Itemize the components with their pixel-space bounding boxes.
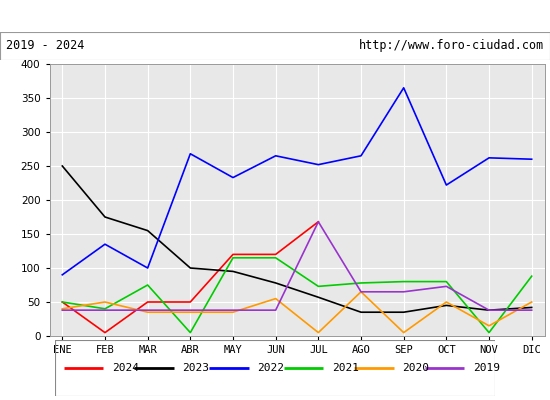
Text: 2022: 2022 [257, 363, 284, 373]
Text: Evolucion Nº Turistas Nacionales en el municipio de Remolinos: Evolucion Nº Turistas Nacionales en el m… [58, 9, 492, 23]
Text: 2020: 2020 [403, 363, 430, 373]
Text: 2024: 2024 [112, 363, 139, 373]
Text: 2019 - 2024: 2019 - 2024 [6, 40, 84, 52]
Text: 2019: 2019 [473, 363, 500, 373]
Text: 2023: 2023 [183, 363, 210, 373]
Text: http://www.foro-ciudad.com: http://www.foro-ciudad.com [359, 40, 544, 52]
Text: 2021: 2021 [332, 363, 359, 373]
